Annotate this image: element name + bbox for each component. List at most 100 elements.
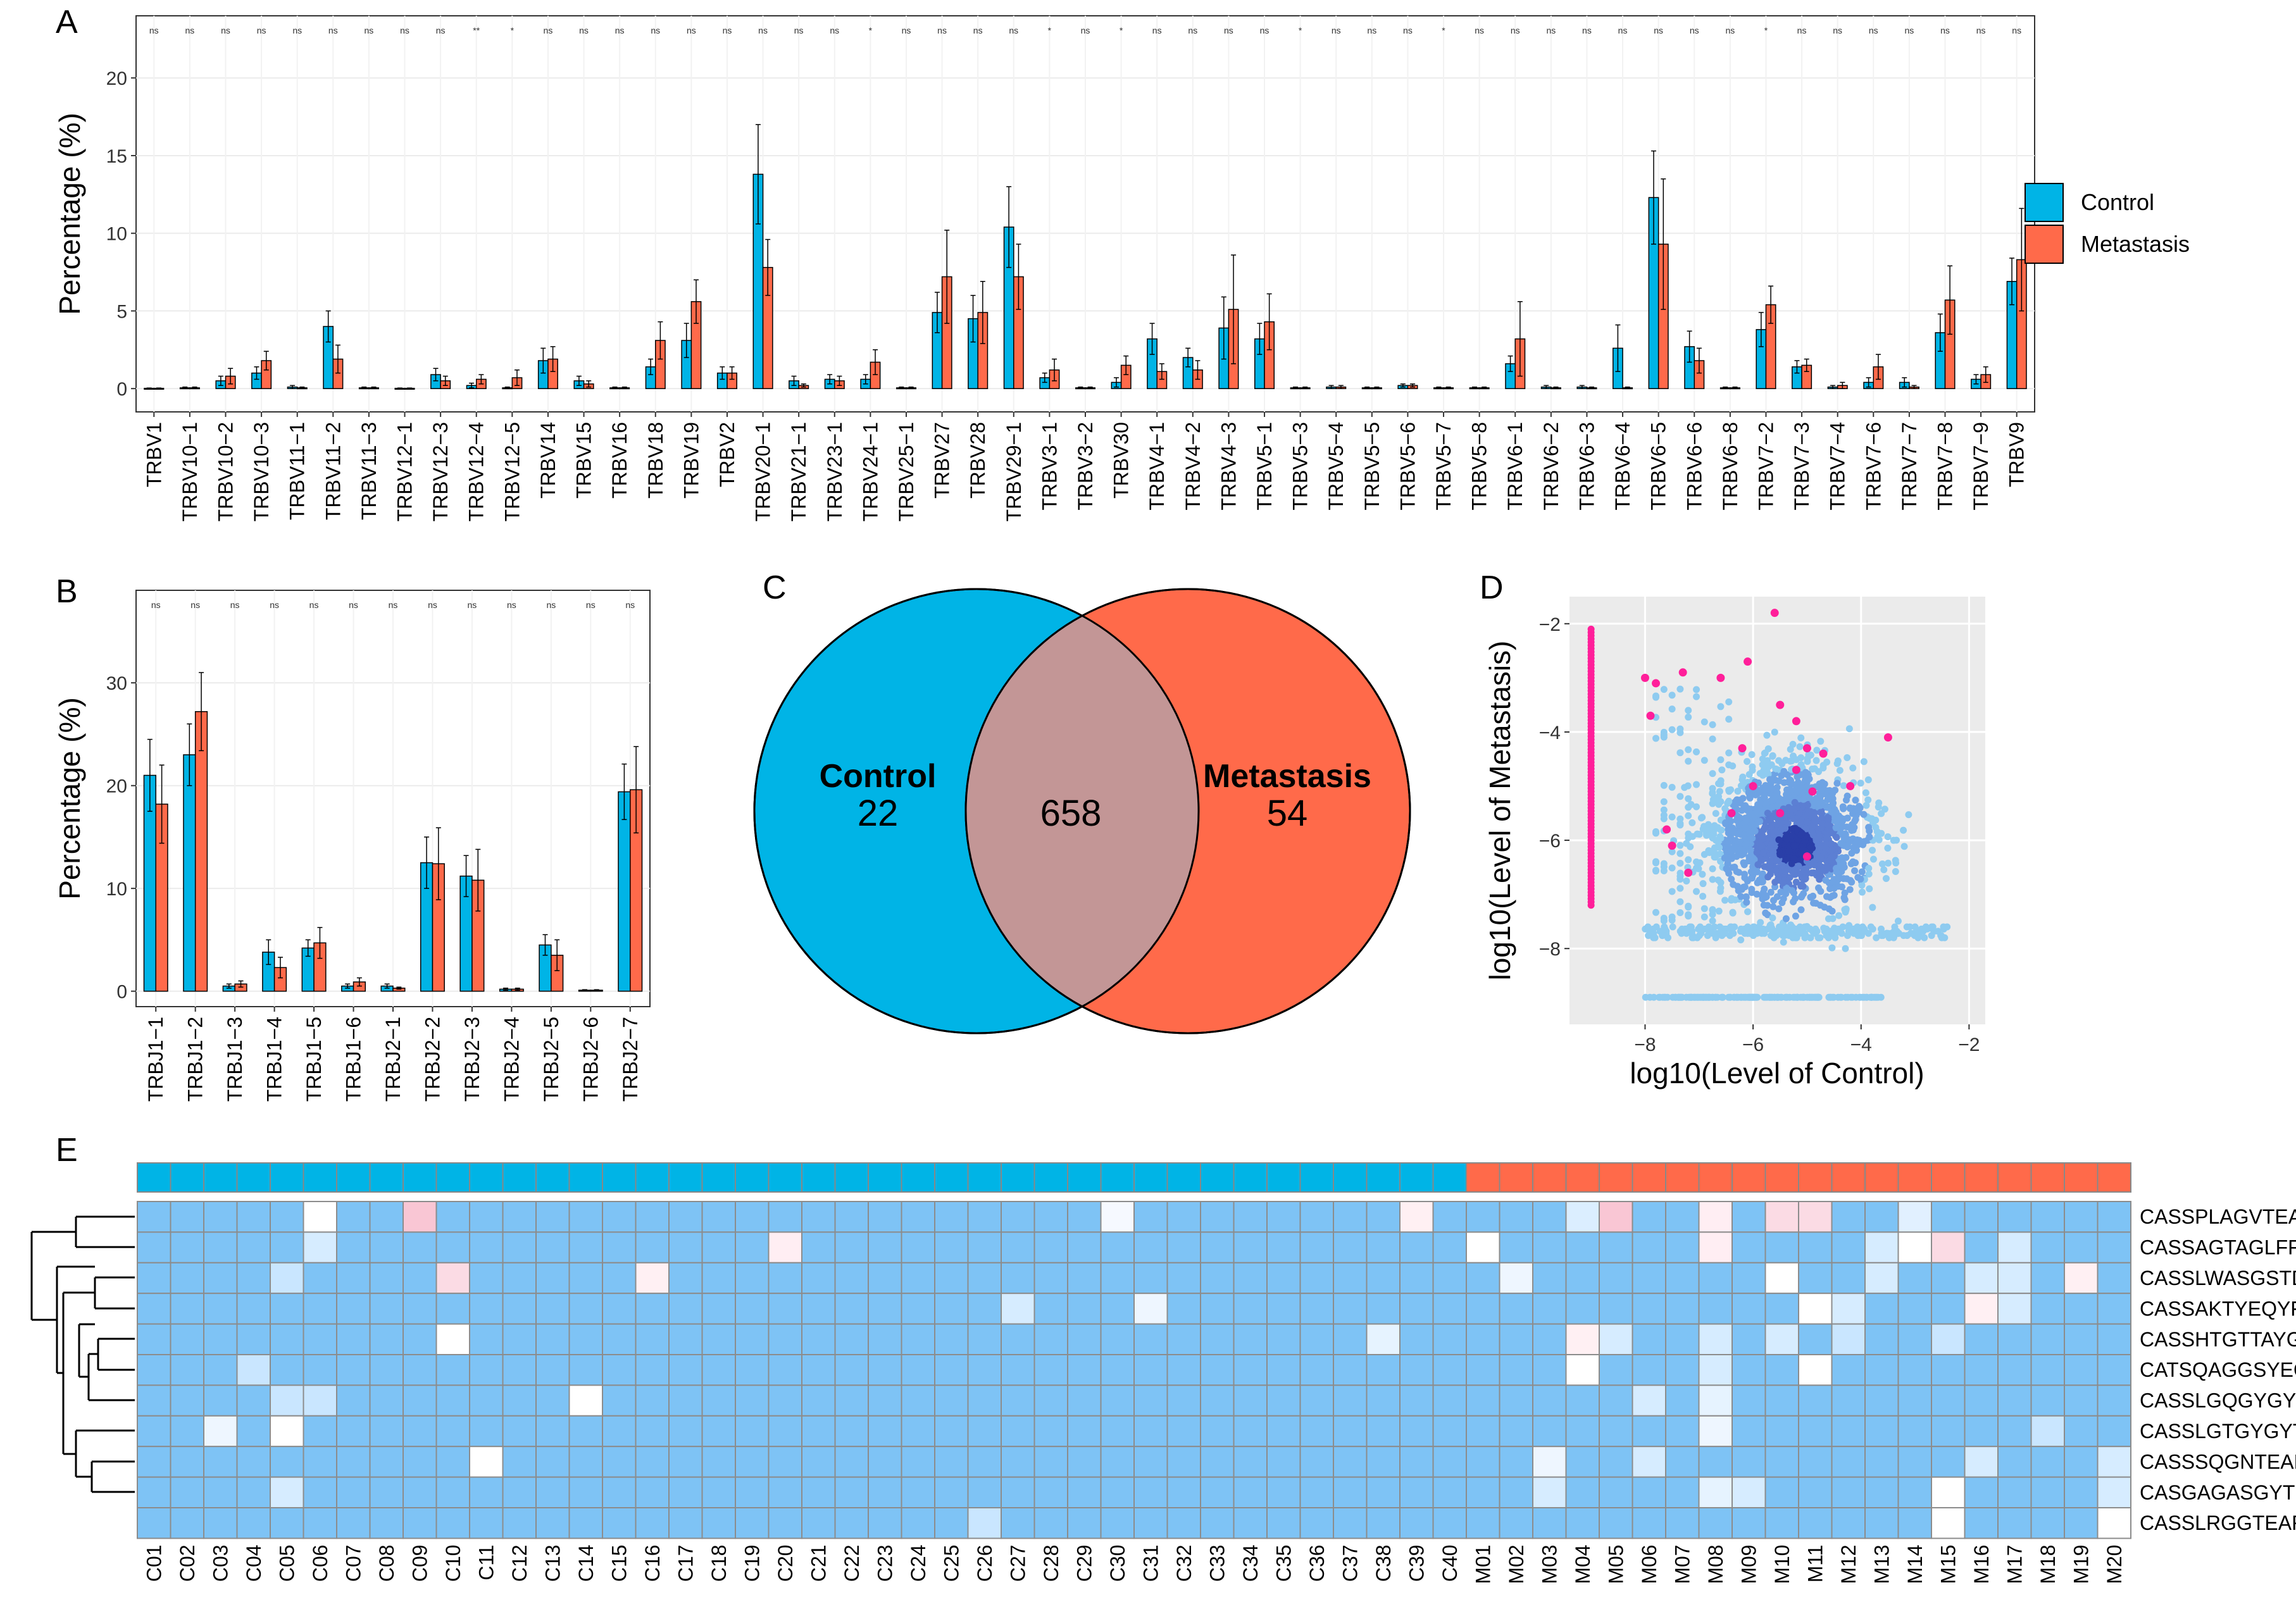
heatmap-cell <box>967 1354 1002 1386</box>
heatmap-cell <box>1565 1446 1600 1478</box>
scatter-point <box>1875 799 1883 807</box>
scatter-point <box>1775 816 1782 824</box>
scatter-point <box>1809 823 1816 830</box>
x-tick-label: TRBV5−4 <box>1325 422 1347 511</box>
x-tick-label: TRBV6−2 <box>1540 422 1563 511</box>
heatmap-cell <box>568 1415 603 1448</box>
x-tick-label: TRBJ2−3 <box>461 1017 484 1102</box>
scatter-point <box>1916 932 1923 940</box>
annotation-cell <box>1931 1162 1966 1193</box>
heatmap-cell <box>1299 1323 1334 1356</box>
heatmap-row-label: CATSQAGGSYEQYF <box>2140 1358 2296 1381</box>
scatter-point <box>1817 888 1825 895</box>
heatmap-cell <box>768 1507 802 1539</box>
panel-c: C Control 22 658 Metastasis 54 <box>753 569 1411 1034</box>
heatmap-cell <box>402 1323 437 1356</box>
scatter-point <box>1676 793 1684 800</box>
scatter-point <box>1783 819 1791 826</box>
scatter-point <box>1762 909 1769 917</box>
annotation-cell <box>1499 1162 1533 1193</box>
heatmap-cell <box>535 1293 570 1325</box>
heatmap-cell <box>2030 1293 2065 1325</box>
scatter-point <box>1802 825 1810 833</box>
x-tick-label: −8 <box>1634 1034 1656 1055</box>
heatmap-cell <box>236 1201 271 1233</box>
scatter-point-highlight <box>1792 766 1800 774</box>
scatter-point <box>1745 789 1752 797</box>
panel-a-y-title: Percentage (%) <box>53 113 86 315</box>
heatmap-cell <box>336 1446 371 1478</box>
scatter-point <box>1699 871 1706 878</box>
heatmap-cell <box>402 1507 437 1539</box>
annotation-cell <box>568 1162 603 1193</box>
scatter-point <box>1865 870 1873 878</box>
x-tick-label: TRBV7−2 <box>1754 422 1777 511</box>
heatmap-cell <box>369 1446 404 1478</box>
heatmap-cell <box>1931 1384 1966 1417</box>
heatmap-cell <box>1599 1354 1633 1386</box>
heatmap-cell <box>402 1446 437 1478</box>
heatmap-cell <box>701 1384 736 1417</box>
scatter-point <box>1676 885 1684 892</box>
scatter-point <box>1737 839 1744 847</box>
scatter-point <box>1829 915 1837 922</box>
scatter-point <box>1738 886 1745 893</box>
heatmap-cell <box>1698 1354 1733 1386</box>
heatmap-cell <box>336 1201 371 1233</box>
heatmap-cell <box>1266 1476 1301 1509</box>
scatter-point <box>1761 891 1769 899</box>
heatmap-cell <box>635 1476 670 1509</box>
heatmap-cell <box>934 1262 969 1295</box>
heatmap-cell <box>1632 1507 1666 1539</box>
heatmap-cell <box>2097 1323 2131 1356</box>
scatter-point <box>1693 864 1700 872</box>
heatmap-cell <box>535 1323 570 1356</box>
heatmap-cell <box>1565 1293 1600 1325</box>
scatter-point <box>1756 817 1764 825</box>
scatter-point <box>1717 826 1725 834</box>
significance-label: ns <box>1618 25 1628 35</box>
significance-label: ns <box>579 25 589 35</box>
heatmap-cell <box>568 1201 603 1233</box>
heatmap-cell <box>668 1354 703 1386</box>
scatter-point <box>1892 859 1900 867</box>
annotation-cell <box>1333 1162 1368 1193</box>
heatmap-cell <box>1200 1507 1235 1539</box>
heatmap-cell <box>1133 1231 1168 1264</box>
heatmap-cell <box>1001 1476 1035 1509</box>
heatmap-cell <box>1067 1201 1102 1233</box>
heatmap-cell <box>568 1231 603 1264</box>
heatmap-cell <box>1233 1507 1268 1539</box>
significance-label: * <box>511 25 515 35</box>
heatmap-cell <box>868 1231 902 1264</box>
heatmap-cell <box>2030 1262 2065 1295</box>
scatter-point <box>1839 803 1847 810</box>
heatmap-cell <box>1266 1293 1301 1325</box>
scatter-point <box>1828 944 1836 952</box>
heatmap-cell <box>1764 1446 1799 1478</box>
heatmap-cell <box>735 1231 770 1264</box>
heatmap-cell <box>668 1231 703 1264</box>
heatmap-cell <box>435 1293 470 1325</box>
heatmap-cell <box>934 1476 969 1509</box>
heatmap-cell <box>2097 1293 2131 1325</box>
heatmap-cell <box>435 1354 470 1386</box>
heatmap-cell <box>768 1323 802 1356</box>
heatmap-cell <box>236 1354 271 1386</box>
scatter-point <box>1685 804 1692 811</box>
scatter-point <box>1761 824 1769 831</box>
heatmap-cell <box>402 1415 437 1448</box>
scatter-point-highlight <box>1727 809 1736 817</box>
scatter-point <box>1725 698 1733 705</box>
scatter-point <box>1729 828 1737 836</box>
heatmap-cell <box>834 1476 869 1509</box>
heatmap-cell <box>1366 1507 1401 1539</box>
scatter-point <box>1668 692 1676 699</box>
heatmap-cell <box>1897 1354 1932 1386</box>
scatter-point <box>1676 928 1684 935</box>
heatmap-cell <box>1964 1476 1999 1509</box>
heatmap-cell <box>1466 1231 1501 1264</box>
scatter-point <box>1791 798 1799 806</box>
heatmap-cell <box>270 1201 304 1233</box>
heatmap-cell <box>768 1384 802 1417</box>
